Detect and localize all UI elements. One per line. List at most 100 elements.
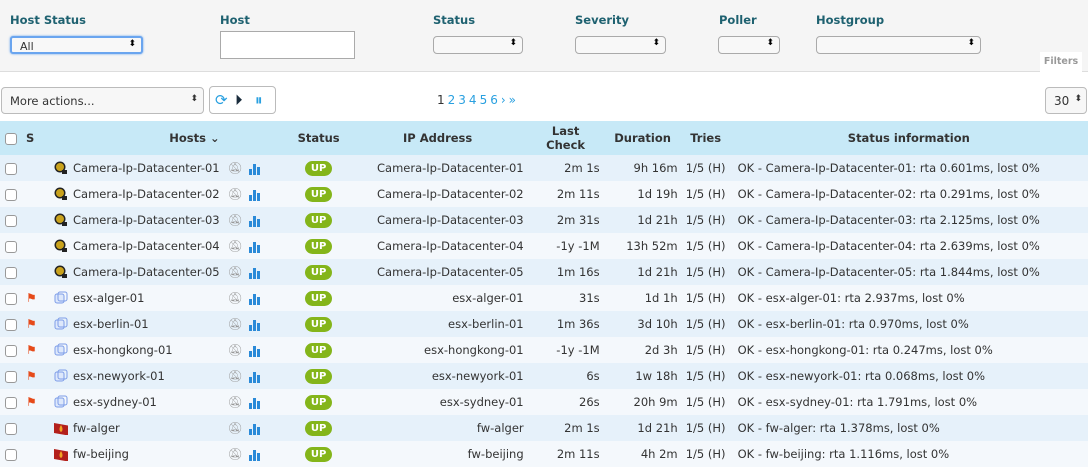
last-check: 2m 11s	[556, 187, 600, 201]
ip-address: Camera-Ip-Datacenter-01	[377, 161, 524, 175]
row-checkbox[interactable]	[5, 214, 17, 227]
host-link[interactable]: Camera-Ip-Datacenter-04	[73, 238, 220, 253]
col-ip[interactable]: IP Address	[403, 131, 473, 145]
page-2[interactable]: 2	[447, 93, 456, 107]
host-link[interactable]: fw-beijing	[73, 446, 129, 461]
next-page-icon[interactable]: ›	[500, 93, 506, 107]
table-row: Camera-Ip-Datacenter-01 🔕︎ UP Camera-Ip-…	[0, 155, 1088, 181]
row-checkbox[interactable]	[5, 370, 17, 383]
row-checkbox[interactable]	[5, 292, 17, 305]
tries: 1/5 (H)	[685, 265, 726, 279]
row-checkbox[interactable]	[5, 162, 17, 175]
per-page-select[interactable]: 30 ⬍	[1045, 87, 1087, 114]
graph-icon[interactable]	[248, 291, 261, 306]
duration: 1d 19h	[637, 187, 678, 201]
row-checkbox[interactable]	[5, 396, 17, 409]
play-icon[interactable]: ⏵	[235, 91, 243, 109]
status-badge: UP	[304, 213, 333, 228]
last-page-icon[interactable]: »	[508, 93, 516, 107]
filters-button[interactable]: Filters	[1040, 52, 1082, 72]
status-badge: UP	[304, 421, 333, 436]
graph-icon[interactable]	[248, 213, 261, 228]
ip-address: esx-alger-01	[452, 291, 524, 305]
graph-icon[interactable]	[248, 187, 261, 202]
tries: 1/5 (H)	[685, 421, 726, 435]
page-1[interactable]: 1	[437, 93, 445, 107]
graph-icon[interactable]	[248, 161, 261, 176]
last-check: -1y -1M	[556, 239, 600, 253]
status-select[interactable]: ⬍	[433, 36, 523, 54]
poller-select[interactable]: ⬍	[718, 36, 780, 54]
host-link[interactable]: esx-berlin-01	[73, 316, 149, 331]
row-checkbox[interactable]	[5, 266, 17, 279]
hostgroup-select[interactable]: ⬍	[816, 36, 981, 54]
table-row: ⚑ esx-hongkong-01 🔕︎ UP esx-hongkong-01 …	[0, 337, 1088, 363]
graph-icon[interactable]	[248, 317, 261, 332]
pause-icon[interactable]: ⏸	[255, 91, 263, 109]
tries: 1/5 (H)	[685, 239, 726, 253]
status-badge: UP	[304, 265, 333, 280]
col-status-info[interactable]: Status information	[847, 131, 970, 145]
ip-address: esx-hongkong-01	[424, 343, 524, 357]
row-checkbox[interactable]	[5, 422, 17, 435]
host-link[interactable]: Camera-Ip-Datacenter-02	[73, 186, 220, 201]
row-checkbox[interactable]	[5, 344, 17, 357]
graph-icon[interactable]	[248, 447, 261, 462]
host-link[interactable]: esx-sydney-01	[73, 394, 157, 409]
page-5[interactable]: 5	[479, 93, 488, 107]
page-3[interactable]: 3	[458, 93, 466, 107]
severity-select[interactable]: ⬍	[575, 36, 666, 54]
flag-icon: ⚑	[26, 317, 37, 331]
table-row: ⚑ esx-berlin-01 🔕︎ UP esx-berlin-01 1m 3…	[0, 311, 1088, 337]
sort-chevron-icon: ⌄	[209, 131, 220, 145]
virtual-machine-icon	[54, 395, 68, 408]
col-tries[interactable]: Tries	[690, 131, 722, 145]
status-badge: UP	[304, 369, 333, 384]
table-row: Camera-Ip-Datacenter-05 🔕︎ UP Camera-Ip-…	[0, 259, 1088, 285]
more-actions-select[interactable]: More actions... ⬍	[1, 87, 204, 114]
col-s[interactable]: S	[26, 131, 35, 145]
host-link[interactable]: Camera-Ip-Datacenter-03	[73, 212, 220, 227]
col-status[interactable]: Status	[297, 131, 340, 145]
host-link[interactable]: esx-alger-01	[73, 290, 145, 305]
col-duration[interactable]: Duration	[614, 131, 671, 145]
host-input[interactable]	[220, 31, 355, 59]
flag-icon: ⚑	[26, 343, 37, 357]
graph-icon[interactable]	[248, 369, 261, 384]
ip-address: fw-alger	[476, 421, 524, 435]
ip-address: Camera-Ip-Datacenter-04	[377, 239, 524, 253]
last-check: 31s	[579, 291, 600, 305]
tries: 1/5 (H)	[685, 317, 726, 331]
host-link[interactable]: esx-hongkong-01	[73, 342, 173, 357]
refresh-icon[interactable]: ⟳	[215, 91, 228, 109]
row-checkbox[interactable]	[5, 240, 17, 253]
row-checkbox[interactable]	[5, 188, 17, 201]
graph-icon[interactable]	[248, 265, 261, 280]
page-6[interactable]: 6	[490, 93, 498, 107]
host-status-select[interactable]: All ⬍	[10, 36, 143, 54]
status-badge: UP	[304, 317, 333, 332]
col-last-check[interactable]: Last Check	[546, 124, 586, 152]
flag-icon: ⚑	[26, 395, 37, 409]
page-4[interactable]: 4	[468, 93, 477, 107]
graph-icon[interactable]	[248, 343, 261, 358]
duration: 2d 3h	[644, 343, 678, 357]
graph-icon[interactable]	[248, 421, 261, 436]
last-check: 1m 36s	[556, 317, 600, 331]
host-link[interactable]: Camera-Ip-Datacenter-01	[73, 160, 220, 175]
graph-icon[interactable]	[248, 239, 261, 254]
virtual-machine-icon	[54, 291, 68, 304]
duration: 4h 2m	[640, 447, 678, 461]
select-all-checkbox[interactable]	[5, 132, 17, 145]
duration: 20h 9m	[633, 395, 678, 409]
host-link[interactable]: fw-alger	[73, 420, 120, 435]
col-hosts[interactable]: Hosts ⌄	[44, 121, 224, 155]
notifications-disabled-icon: 🔕︎	[227, 368, 243, 383]
host-link[interactable]: Camera-Ip-Datacenter-05	[73, 264, 220, 279]
graph-icon[interactable]	[248, 395, 261, 410]
row-checkbox[interactable]	[5, 448, 17, 461]
host-link[interactable]: esx-newyork-01	[73, 368, 165, 383]
status-badge: UP	[304, 395, 333, 410]
last-check: -1y -1M	[556, 343, 600, 357]
row-checkbox[interactable]	[5, 318, 17, 331]
